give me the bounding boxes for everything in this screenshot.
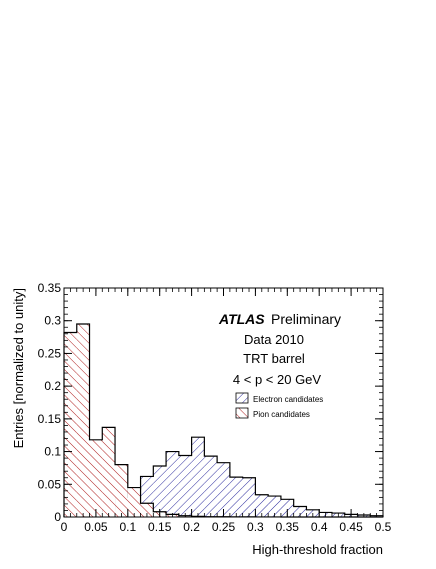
y-tick-label: 0.05 — [38, 477, 62, 491]
x-tick-label: 0.5 — [375, 520, 392, 534]
electron-bin — [166, 452, 179, 517]
legend-label-pion: Pion candidates — [253, 410, 310, 419]
y-tick-label: 0.3 — [44, 314, 61, 328]
x-tick-label: 0.3 — [247, 520, 264, 534]
legend-label-electron: Electron candidates — [253, 395, 323, 404]
electron-bin — [204, 456, 217, 517]
y-tick-label: 0 — [54, 510, 61, 524]
electron-bin — [243, 478, 256, 517]
x-tick-label: 0.4 — [311, 520, 328, 534]
x-tick-label: 0.05 — [84, 520, 108, 534]
electron-bin — [217, 463, 230, 517]
electron-bin — [192, 437, 205, 517]
electron-bin — [230, 477, 243, 517]
y-tick-label: 0.35 — [38, 281, 62, 295]
x-tick-label: 0.45 — [339, 520, 363, 534]
x-tick-label: 0.15 — [148, 520, 172, 534]
x-tick-label: 0.2 — [183, 520, 200, 534]
atlas-status-label: Preliminary — [271, 311, 341, 327]
legend: Electron candidates Pion candidates — [236, 393, 323, 419]
legend-swatch-pion — [236, 408, 248, 418]
legend-swatch-electron — [236, 393, 248, 403]
y-tick-label: 0.15 — [38, 412, 62, 426]
atlas-experiment-label: ATLAS — [218, 311, 265, 327]
x-tick-label: 0.1 — [119, 520, 136, 534]
electron-bin — [179, 455, 192, 517]
x-axis-label: High-threshold fraction — [252, 542, 383, 557]
y-tick-label: 0.1 — [44, 445, 61, 459]
momentum-range-label: 4 < p < 20 GeV — [233, 372, 322, 387]
pion-bin — [77, 324, 90, 517]
x-tick-label: 0.25 — [212, 520, 236, 534]
pion-bin — [102, 427, 115, 517]
y-tick-label: 0.25 — [38, 346, 62, 360]
data-year-label: Data 2010 — [244, 332, 304, 347]
x-tick-label: 0.35 — [276, 520, 300, 534]
atlas-label: ATLAS Preliminary Data 2010 TRT barrel 4… — [218, 311, 341, 387]
y-axis-label: Entries [normalized to unity] — [11, 288, 26, 448]
detector-label: TRT barrel — [243, 351, 305, 366]
x-tick-label: 0 — [61, 520, 68, 534]
pion-bin — [115, 465, 128, 517]
pion-bin — [90, 440, 103, 517]
pion-bin — [128, 488, 141, 517]
y-tick-label: 0.2 — [44, 379, 61, 393]
